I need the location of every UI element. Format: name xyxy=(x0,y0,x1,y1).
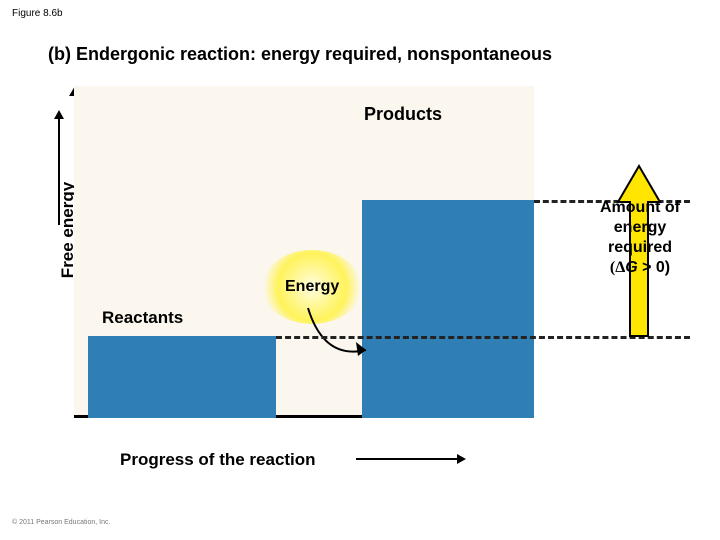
amount-line-2: energy xyxy=(614,219,666,236)
copyright-text: © 2011 Pearson Education, Inc. xyxy=(12,519,110,526)
energy-label: Energy xyxy=(285,278,339,296)
x-axis-label-arrow xyxy=(356,458,466,460)
products-label: Products xyxy=(364,104,442,125)
amount-line-4: (ΔG > 0) xyxy=(610,259,670,276)
figure-label: Figure 8.6b xyxy=(12,8,63,19)
y-axis-label-arrow xyxy=(58,110,60,225)
plot-area: Reactants Products Energy xyxy=(74,86,534,434)
x-axis-label: Progress of the reaction xyxy=(120,450,316,470)
diagram-title: (b) Endergonic reaction: energy required… xyxy=(48,44,552,65)
reactants-label: Reactants xyxy=(102,308,183,328)
reactants-bar xyxy=(88,336,276,418)
amount-of-energy-label: Amount of energy required (ΔG > 0) xyxy=(560,198,720,278)
plot-floor xyxy=(74,418,534,434)
amount-line-1: Amount of xyxy=(600,199,680,216)
amount-line-3: required xyxy=(608,239,672,256)
